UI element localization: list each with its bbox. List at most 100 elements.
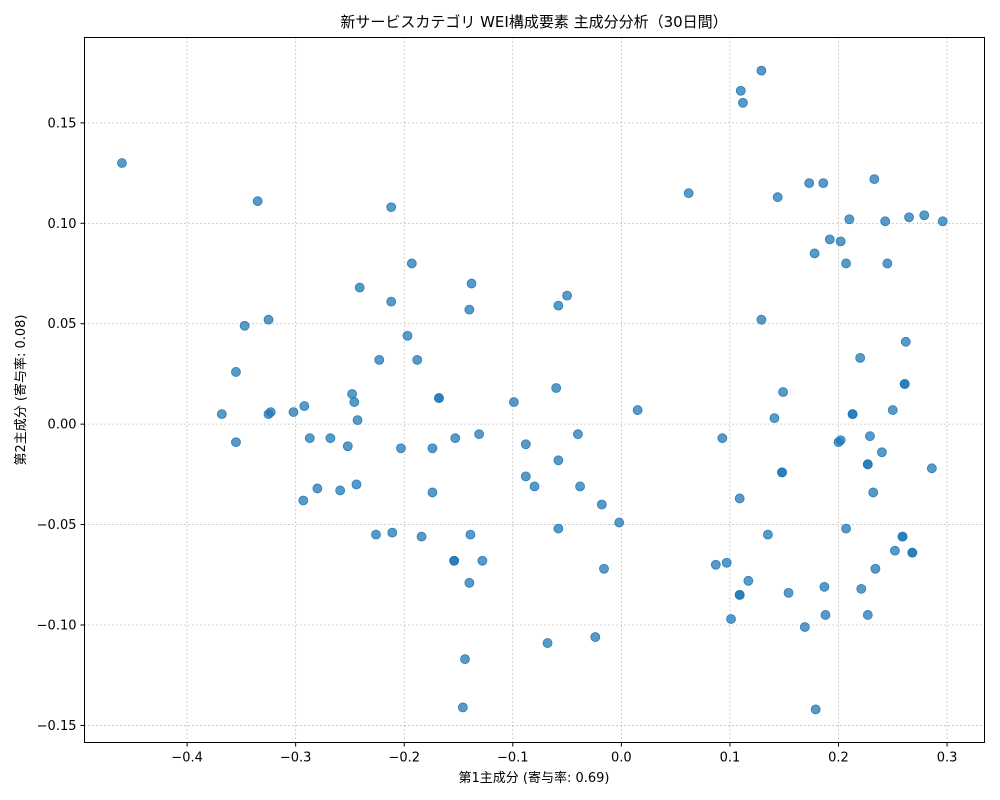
scatter-point <box>406 258 417 269</box>
scatter-point <box>778 387 789 397</box>
scatter-point <box>466 278 477 289</box>
x-axis-label: 第1主成分 (寄与率: 0.69) <box>458 770 609 786</box>
scatter-point <box>325 433 336 444</box>
scatter-point <box>449 555 460 566</box>
scatter-point <box>772 192 783 203</box>
y-tick-label: 0.00 <box>48 418 77 433</box>
scatter-point <box>239 320 250 331</box>
scatter-point <box>799 622 810 632</box>
scatter-point <box>529 481 540 492</box>
scatter-point <box>841 258 851 269</box>
chart-title: 新サービスカテゴリ WEI構成要素 主成分分析（30日間） <box>340 13 727 31</box>
scatter-point <box>877 447 887 458</box>
y-tick-label: 0.05 <box>48 317 77 332</box>
scatter-point <box>887 405 898 415</box>
x-tick-label: −0.2 <box>388 751 420 766</box>
scatter-point <box>386 296 397 307</box>
scatter-point <box>575 481 585 492</box>
scatter-point <box>231 367 241 377</box>
scatter-point <box>721 557 732 568</box>
x-tick-label: −0.1 <box>497 751 529 766</box>
scatter-point <box>862 459 873 470</box>
y-tick-label: −0.15 <box>37 719 77 734</box>
scatter-point <box>683 188 694 199</box>
scatter-point <box>349 397 360 407</box>
scatter-point <box>856 583 867 594</box>
scatter-point <box>777 467 787 478</box>
scatter-point <box>809 248 820 259</box>
scatter-point <box>763 529 773 540</box>
scatter-point <box>374 354 385 365</box>
scatter-point <box>855 352 866 363</box>
scatter-point <box>464 304 475 315</box>
scatter-point <box>298 495 309 506</box>
scatter-point <box>252 196 263 207</box>
grid-lines <box>84 37 985 743</box>
scatter-point <box>897 531 908 542</box>
scatter-point <box>562 290 572 301</box>
scatter-point <box>553 455 564 466</box>
scatter-point <box>427 443 438 454</box>
scatter-point <box>900 336 911 347</box>
scatter-point <box>354 282 365 293</box>
scatter-point <box>573 429 583 440</box>
scatter-point <box>288 407 299 417</box>
scatter-point <box>450 433 461 444</box>
y-tick-label: −0.10 <box>37 619 77 634</box>
scatter-point <box>347 389 358 399</box>
scatter-point <box>265 407 276 417</box>
scatter-point <box>818 178 829 189</box>
scatter-point <box>869 174 880 185</box>
scatter-point <box>926 463 937 474</box>
data-points <box>117 65 948 715</box>
y-axis-label: 第2主成分 (寄与率: 0.08) <box>13 314 29 465</box>
scatter-point <box>824 234 835 245</box>
scatter-point <box>937 216 948 227</box>
x-tick-label: 0.3 <box>937 751 958 766</box>
scatter-point <box>862 610 873 620</box>
scatter-point <box>899 379 910 389</box>
scatter-point <box>402 330 413 341</box>
scatter-point <box>553 523 564 534</box>
scatter-point <box>735 85 746 96</box>
scatter-point <box>734 589 745 600</box>
scatter-point <box>352 415 363 426</box>
scatter-point <box>835 435 846 446</box>
scatter-point <box>769 413 780 424</box>
scatter-point <box>477 555 488 566</box>
scatter-point <box>520 439 531 450</box>
scatter-point <box>590 632 601 642</box>
scatter-point <box>312 483 323 494</box>
scatter-point <box>464 577 475 588</box>
scatter-point <box>416 531 427 542</box>
scatter-point <box>520 471 531 482</box>
x-tick-label: −0.4 <box>171 751 203 766</box>
scatter-point <box>738 97 748 108</box>
scatter-point <box>216 409 227 420</box>
scatter-point <box>726 614 736 624</box>
scatter-point <box>734 493 745 504</box>
scatter-point <box>919 210 930 221</box>
scatter-point <box>756 65 767 76</box>
scatter-point <box>804 178 815 189</box>
scatter-point <box>870 563 881 574</box>
scatter-point <box>412 354 423 365</box>
scatter-point <box>865 431 875 442</box>
scatter-point <box>904 212 914 223</box>
scatter-point <box>465 529 476 540</box>
scatter-point <box>614 517 625 528</box>
scatter-point <box>387 527 398 538</box>
scatter-point <box>263 314 274 325</box>
scatter-point <box>810 704 821 715</box>
x-tick-label: 0.0 <box>611 751 632 766</box>
scatter-point <box>551 383 562 393</box>
y-tick-label: 0.10 <box>48 217 77 232</box>
scatter-point <box>783 587 794 598</box>
scatter-point <box>342 441 353 452</box>
scatter-point <box>756 314 767 325</box>
scatter-point <box>844 214 855 225</box>
scatter-point <box>841 523 851 534</box>
scatter-point <box>386 202 397 213</box>
x-tick-label: 0.1 <box>720 751 741 766</box>
